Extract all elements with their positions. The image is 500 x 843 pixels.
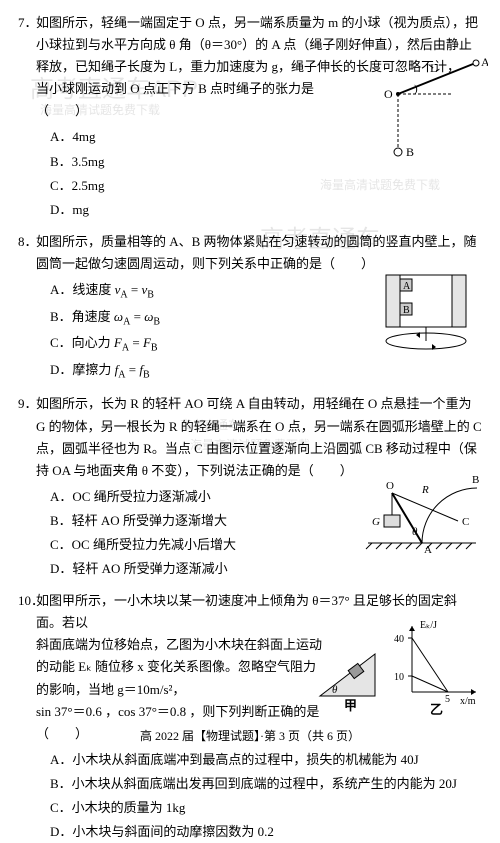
svg-text:B: B (406, 145, 414, 159)
q8-opt-b: B．角速度 ωA = ωB (50, 306, 336, 331)
svg-text:L: L (430, 61, 437, 75)
svg-text:B: B (403, 305, 410, 316)
q9-opt-b: B．轻杆 AO 所受弹力逐渐增大 (50, 510, 336, 532)
question-7: 7． 如图所示，轻绳一端固定于 O 点，另一端系质量为 m 的小球（视为质点），… (18, 12, 482, 221)
svg-text:): ) (414, 83, 418, 95)
page-footer: 高 2022 届【物理试题】·第 3 页（共 6 页） (0, 726, 500, 746)
svg-text:Eₖ/J: Eₖ/J (420, 620, 437, 631)
q10-opt-c: C．小木块的质量为 1kg (50, 797, 482, 819)
q9-number: 9． (18, 393, 38, 415)
q10-opt-a: A．小木块从斜面底端冲到最高点的过程中，损失的机械能为 40J (50, 749, 482, 771)
q8-opt-d: D．摩擦力 fA = fB (50, 359, 336, 384)
svg-text:B: B (472, 474, 479, 486)
svg-text:5: 5 (445, 694, 450, 705)
q7-opt-d: D．mg (50, 199, 336, 221)
q9-opt-d: D．轻杆 AO 所受弹力逐渐减小 (50, 558, 336, 580)
svg-text:θ: θ (332, 684, 338, 696)
q10-opt-d: D．小木块与斜面间的动摩擦因数为 0.2 (50, 821, 482, 843)
q9-opt-c: C．OC 绳所受拉力先减小后增大 (50, 534, 336, 556)
svg-text:G: G (372, 516, 380, 528)
q10-figure-graph: 40 10 5 Eₖ/J x/m 乙 (390, 620, 482, 716)
q10-text2: 斜面底端为位移始点，乙图为小木块在斜面上运动的动能 Eₖ 随位移 x 变化关系图… (36, 637, 322, 696)
svg-text:R: R (421, 484, 429, 496)
q10-number: 10． (18, 590, 44, 612)
q8-opt-c: C．向心力 FA = FB (50, 332, 336, 357)
q8-figure: A B (372, 263, 482, 355)
q7-figure: A L O ) B (358, 54, 488, 164)
svg-text:A: A (481, 55, 488, 69)
svg-text:乙: 乙 (430, 702, 443, 716)
q7-opt-b: B．3.5mg (50, 151, 336, 173)
svg-text:A: A (403, 281, 411, 292)
question-8: 8． 如图所示，质量相等的 A、B 两物体紧贴在匀速转动的圆筒的竖直内壁上，随圆… (18, 231, 482, 384)
svg-text:x/m: x/m (460, 696, 476, 707)
q7-opt-c: C．2.5mg (50, 175, 336, 197)
q8-opt-a: A．线速度 vA = vB (50, 279, 336, 304)
q7-number: 7． (18, 12, 38, 34)
question-9: 9． 如图所示，长为 R 的轻杆 AO 可绕 A 自由转动，用轻绳在 O 点悬挂… (18, 393, 482, 580)
svg-text:甲: 甲 (344, 698, 357, 713)
svg-text:10: 10 (394, 672, 404, 683)
svg-text:A: A (424, 544, 432, 555)
svg-text:O: O (386, 480, 394, 492)
q9-opt-a: A．OC 绳所受拉力逐渐减小 (50, 486, 336, 508)
question-10: 10． 如图甲所示，一小木块以某一初速度冲上倾角为 θ＝37° 且足够长的固定斜… (18, 590, 482, 843)
svg-text:40: 40 (394, 634, 404, 645)
svg-text:C: C (462, 516, 469, 528)
q9-figure: O R B C G A θ (362, 463, 482, 555)
svg-text:O: O (384, 87, 393, 101)
q10-figure-incline: θ 甲 (310, 636, 388, 714)
q7-text2: 当小球刚运动到 O 点正下方 B 点时绳子的张力是（ ） (36, 81, 314, 118)
q8-number: 8． (18, 231, 38, 253)
q7-opt-a: A．4mg (50, 126, 336, 148)
q10-opt-b: B．小木块从斜面底端出发再回到底端的过程中，系统产生的内能为 20J (50, 773, 482, 795)
svg-text:θ: θ (412, 526, 418, 538)
